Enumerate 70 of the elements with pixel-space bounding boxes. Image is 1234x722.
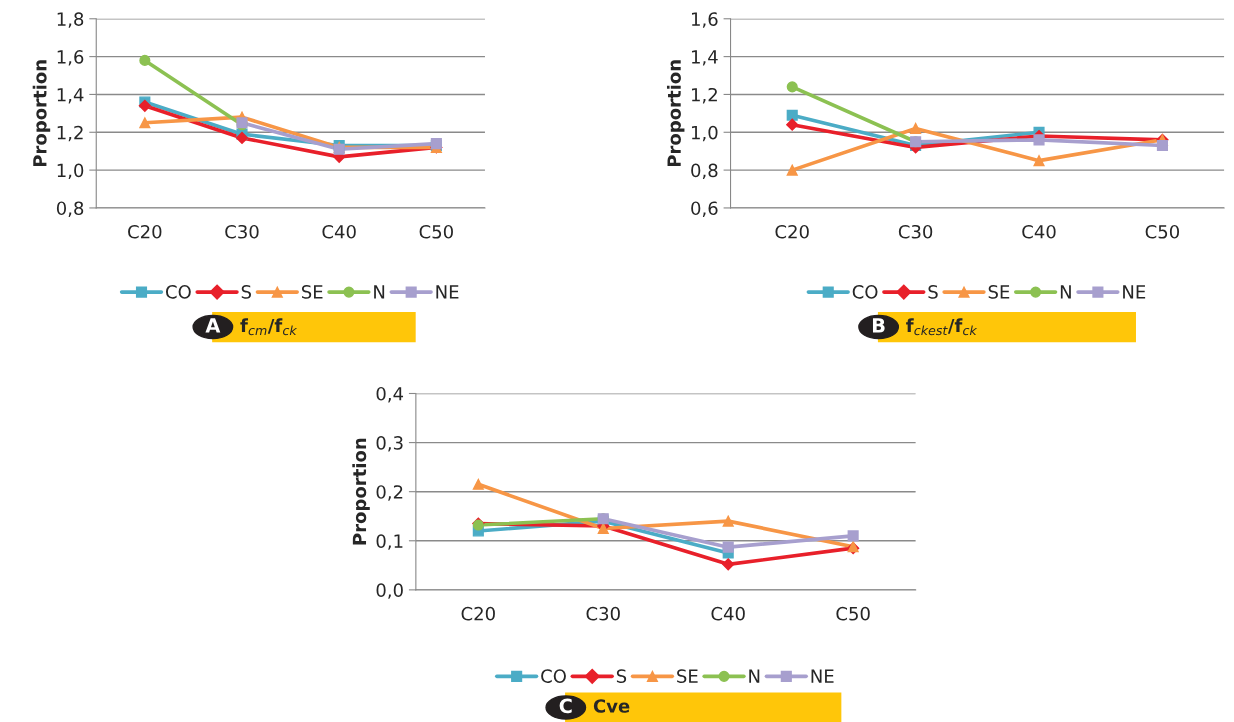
x-tick-label: C30 — [586, 606, 620, 621]
y-tick-label: 0,6 — [691, 201, 718, 217]
legend-label: NE — [436, 285, 459, 299]
legend-label: SE — [677, 669, 698, 683]
point — [235, 131, 249, 145]
point — [1156, 139, 1168, 152]
x-tick-label: C50 — [1145, 224, 1180, 239]
x-tick-label: C40 — [711, 606, 745, 621]
x-tick-label: C50 — [836, 606, 870, 621]
y-tick-label: 1,0 — [57, 163, 84, 180]
x-tick-label: C50 — [419, 224, 453, 239]
legend-label: N — [749, 669, 760, 683]
legend-label: CO — [166, 285, 191, 299]
point — [847, 530, 859, 542]
y-tick-label: 1,4 — [57, 88, 84, 104]
point — [1033, 155, 1045, 167]
y-tick-label: 1,2 — [691, 87, 717, 104]
x-tick-label: C20 — [461, 606, 495, 621]
text: A — [205, 318, 221, 333]
legend-label: SE — [988, 285, 1010, 299]
point — [786, 118, 799, 131]
legend-label: NE — [1123, 285, 1146, 299]
y-tick-label: 0,8 — [56, 201, 84, 217]
point — [1033, 134, 1045, 146]
x-tick-label: C30 — [225, 224, 259, 239]
x-tick-label: C40 — [1022, 224, 1056, 239]
point — [910, 122, 922, 135]
x-tick-label: C40 — [322, 224, 356, 239]
y-tick-label: 1,6 — [691, 12, 718, 28]
legend-label: CO — [852, 285, 878, 299]
x-tick-label: C20 — [128, 224, 162, 239]
point — [722, 515, 734, 527]
y-tick-label: 0,3 — [376, 436, 403, 452]
y-tick-label: 0,0 — [376, 583, 403, 599]
point — [786, 109, 798, 121]
y-tick-label: 1,4 — [691, 50, 718, 66]
y-tick-label: 0,4 — [376, 386, 404, 403]
text: f$_{ckest}$/f$_{ck}$ — [906, 318, 978, 336]
y-tick-label: 0,8 — [691, 163, 718, 180]
y-tick-label: 0,2 — [376, 485, 403, 501]
legend-label: N — [1060, 285, 1071, 299]
text: C — [559, 698, 572, 714]
y-axis-title: Proportion — [352, 438, 370, 545]
y-tick-label: 0,1 — [376, 534, 403, 550]
legend-label: CO — [541, 669, 566, 683]
y-tick-label: 1,6 — [57, 50, 84, 66]
text: Cve — [593, 699, 630, 713]
legend-label: S — [616, 669, 627, 683]
point — [722, 541, 734, 553]
y-tick-label: 1,2 — [57, 125, 83, 142]
y-tick-label: 1,8 — [57, 12, 84, 28]
legend-label: SE — [301, 285, 323, 299]
point — [786, 81, 798, 93]
text: B — [872, 318, 885, 333]
y-axis-title: Proportion — [32, 60, 51, 167]
legend-label: N — [374, 285, 385, 299]
point — [722, 558, 735, 571]
legend-label: NE — [811, 669, 834, 683]
text: f$_{cm}$/f$_{ck}$ — [240, 318, 298, 336]
y-tick-label: 1,0 — [691, 125, 718, 142]
point — [139, 54, 151, 66]
legend-label: S — [928, 285, 938, 299]
legend-label: S — [241, 285, 252, 299]
y-axis-title: Proportion — [666, 60, 685, 167]
point — [472, 478, 484, 490]
x-tick-label: C30 — [898, 224, 933, 239]
point — [139, 117, 151, 129]
point — [786, 164, 798, 176]
point — [138, 99, 151, 112]
x-tick-label: C20 — [775, 224, 809, 239]
